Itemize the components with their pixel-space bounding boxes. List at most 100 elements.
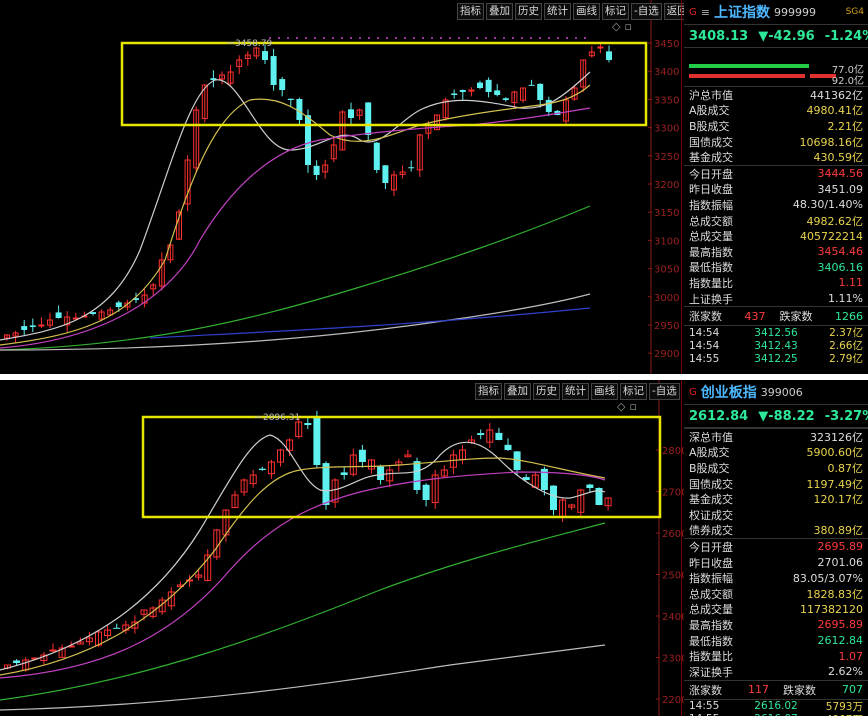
candle-down [485, 79, 492, 92]
toolbar-draw-line-button[interactable]: 画线 [573, 3, 600, 20]
diamond-icon[interactable]: ◇ [612, 20, 621, 33]
down-count-label: 跌家数 [783, 683, 816, 697]
up-count: 117 [748, 683, 769, 696]
candle-up [231, 494, 239, 509]
stat-label: 指数量比 [689, 650, 733, 664]
menu-lines-icon[interactable]: ≡ [700, 5, 710, 19]
toolbar-draw-line-button[interactable]: 画线 [591, 383, 618, 400]
candle-down [305, 115, 311, 165]
dotted-marker [404, 37, 406, 39]
candle-up [468, 89, 475, 92]
stat-value: 5900.60亿 [806, 446, 864, 460]
stat-value: 441362亿 [810, 88, 863, 102]
tick-time: 14:54 [689, 339, 720, 352]
toolbar-history-button[interactable]: 历史 [515, 3, 542, 20]
square-icon[interactable]: ▫ [624, 20, 632, 33]
toolbar-history-button[interactable]: 历史 [533, 383, 560, 400]
ma20-line [0, 471, 606, 679]
stat-value: 3444.56 [817, 167, 864, 181]
candle-down [296, 99, 303, 120]
y-axis-tick-label: 3450 [654, 39, 679, 50]
stat-label: B股成交 [689, 119, 730, 133]
current-price: 3408.13 [689, 28, 749, 44]
stat-label: 总成交额 [689, 214, 733, 228]
down-count: 1266 [835, 309, 863, 323]
candle-down [537, 83, 544, 100]
candle-up [38, 324, 45, 327]
candle-up [434, 114, 440, 131]
stat-label: 指数振幅 [689, 572, 733, 586]
y-axis-tick-label: 2900 [654, 349, 679, 360]
stat-value: 430.59亿 [813, 151, 864, 165]
candle-down [258, 468, 266, 470]
y-axis-tick-label: 2200 [662, 695, 684, 706]
candle-down [279, 79, 286, 90]
stat-row: 最低指数 3406.16 [684, 260, 868, 276]
stat-row: 深证换手 2.62% [684, 664, 868, 680]
stat-value: 1197.49亿 [806, 477, 864, 491]
diamond-icon[interactable]: ◇ [617, 400, 626, 413]
y-axis-tick-label: 2800 [662, 446, 684, 457]
stat-row: 总成交量 405722214 [684, 228, 868, 244]
toolbar-mark-button[interactable]: 标记 [620, 383, 647, 400]
stat-row: 指数量比 1.07 [684, 648, 868, 664]
candle-up [253, 47, 260, 57]
y-axis-tick-label: 3350 [654, 95, 679, 106]
candle-up [563, 99, 569, 122]
ma5-line [0, 71, 591, 341]
candle-up [368, 459, 375, 470]
dotted-marker [395, 37, 397, 39]
toolbar-mark-button[interactable]: 标记 [602, 3, 629, 20]
dotted-marker [413, 37, 415, 39]
dotted-marker [440, 37, 442, 39]
toolbar-indicator-button[interactable]: 指标 [457, 3, 484, 20]
stat-value: 2.62% [828, 665, 863, 679]
toolbar-stats-button[interactable]: 统计 [562, 383, 589, 400]
candle-up [244, 54, 251, 60]
stat-label: A股成交 [689, 104, 730, 118]
candle-up [431, 474, 439, 503]
index-name[interactable]: 创业板指 [700, 385, 757, 401]
stat-value: 1.07 [838, 649, 864, 663]
candle-up [404, 454, 412, 458]
y-axis-tick-label: 3100 [654, 236, 679, 247]
candle-down [313, 165, 320, 175]
square-icon[interactable]: ▫ [629, 400, 637, 413]
dotted-marker [359, 37, 361, 39]
toolbar-indicator-button[interactable]: 指标 [475, 383, 502, 400]
tick-price: 3412.43 [754, 339, 798, 352]
dotted-marker [566, 37, 568, 39]
stat-row: 指数振幅 83.05/3.07% [684, 570, 868, 586]
peak-value-label: 2896.31 [263, 413, 300, 423]
current-price: 2612.84 [689, 408, 749, 424]
stat-value: 3454.46 [817, 245, 864, 259]
stat-value: 10698.16亿 [799, 135, 864, 149]
candle-down [459, 90, 466, 92]
stat-value: 2.21亿 [827, 119, 864, 133]
stat-label: 国债成交 [689, 477, 733, 491]
dotted-marker [467, 37, 469, 39]
stat-row: A股成交 4980.41亿 [684, 103, 868, 119]
dotted-marker [512, 37, 514, 39]
stat-value: 380.89亿 [813, 524, 864, 538]
index-name[interactable]: 上证指数 [713, 5, 770, 21]
dotted-marker [584, 37, 586, 39]
candle-up [577, 489, 585, 513]
toolbar-watchlist-button[interactable]: -自选 [631, 3, 662, 20]
panel-separator [0, 374, 868, 380]
y-axis-tick-label: 2500 [662, 571, 684, 582]
dotted-marker [323, 37, 325, 39]
toolbar-watchlist-button[interactable]: -自选 [649, 383, 680, 400]
ma120-line [0, 293, 591, 351]
shanghai-kline-svg[interactable]: 3450 3400 3350 3300 3250 3200 3150 3100 3050 3000… [0, 0, 684, 374]
toolbar-overlay-button[interactable]: 叠加 [504, 383, 531, 400]
down-count-label: 跌家数 [779, 310, 813, 324]
toolbar-stats-button[interactable]: 统计 [544, 3, 571, 20]
y-axis-tick-label: 3400 [654, 67, 679, 78]
candle-up [98, 311, 105, 320]
candle-down [528, 84, 535, 86]
toolbar-overlay-button[interactable]: 叠加 [486, 3, 513, 20]
chinext-kline-svg[interactable]: 280027002600250024002300220021002896.31 [0, 380, 684, 716]
candle-up [236, 59, 243, 67]
y-axis-tick-label: 3150 [654, 208, 679, 219]
